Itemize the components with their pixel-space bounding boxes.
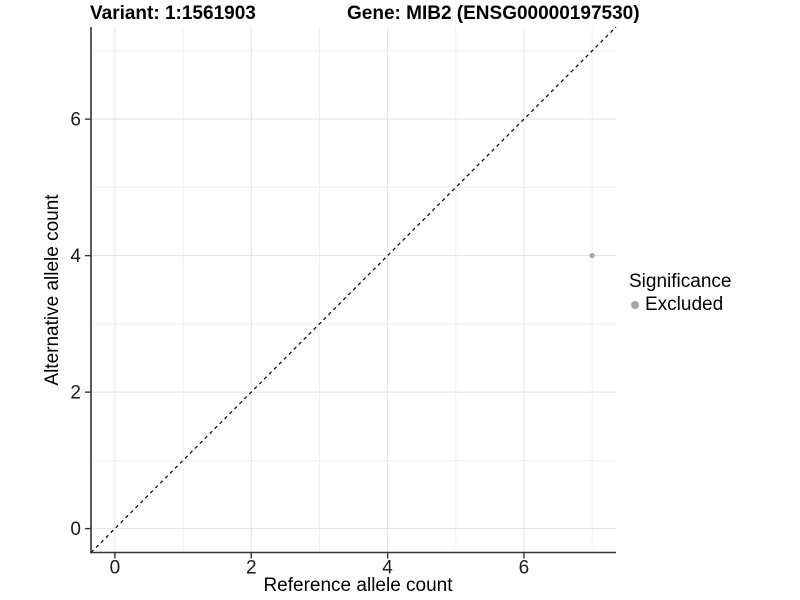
identity-line (90, 26, 617, 553)
legend-title: Significance (629, 271, 732, 292)
data-point (589, 253, 595, 259)
x-axis-title: Reference allele count (263, 575, 453, 596)
x-tick-label: 6 (519, 558, 530, 579)
y-tick-label: 0 (70, 519, 81, 540)
legend-item-excluded: Excluded (629, 294, 731, 315)
x-tick-label: 4 (382, 558, 393, 579)
legend-key-dot-icon (631, 300, 639, 309)
x-tick-label: 0 (110, 558, 121, 579)
y-tick-label: 6 (70, 110, 81, 131)
y-axis-title: Alternative allele count (42, 194, 63, 386)
legend-item-label: Excluded (645, 294, 724, 315)
y-tick-label: 4 (70, 246, 81, 267)
y-tick-label: 2 (70, 383, 81, 404)
legend: Significance Excluded (629, 271, 731, 315)
gene-title: Gene: MIB2 (ENSG00000197530) (347, 3, 640, 24)
variant-title: Variant: 1:1561903 (90, 3, 256, 24)
x-tick-label: 2 (246, 558, 257, 579)
